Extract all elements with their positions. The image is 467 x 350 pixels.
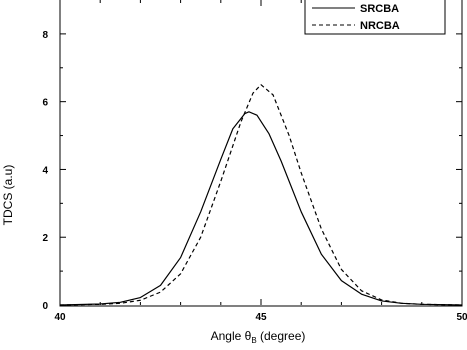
x-tick-label: 40: [54, 312, 66, 323]
legend-label-srcba: SRCBA: [360, 3, 399, 15]
axis-ticks: [59, 0, 463, 306]
y-tick-label: 0: [42, 301, 48, 312]
legend-box: [304, 0, 446, 35]
x-tick-label: 45: [255, 312, 267, 323]
legend-label-nrcba: NRCBA: [360, 20, 400, 32]
series-line-nrcba: [59, 84, 463, 306]
tick-labels: 40 45 50 0 2 4 6 8: [42, 30, 467, 323]
y-tick-label: 4: [42, 165, 48, 176]
series-line-srcba: [59, 111, 463, 306]
y-tick-label: 6: [42, 98, 48, 109]
x-tick-label: 50: [456, 312, 467, 323]
y-tick-label: 8: [42, 30, 48, 41]
plot-frame: [59, 0, 463, 307]
legend: SRCBA NRCBA: [304, 0, 446, 35]
x-axis-title-unit: (degree): [257, 329, 306, 343]
y-axis-title: TDCS (a.u): [1, 165, 15, 226]
x-axis-title-main: Angle θ: [211, 329, 252, 343]
y-tick-label: 2: [42, 233, 48, 244]
x-axis-title: Angle θB (degree): [211, 329, 306, 345]
x-axis-title-subscript: B: [251, 336, 256, 345]
plot-area: [59, 84, 463, 306]
